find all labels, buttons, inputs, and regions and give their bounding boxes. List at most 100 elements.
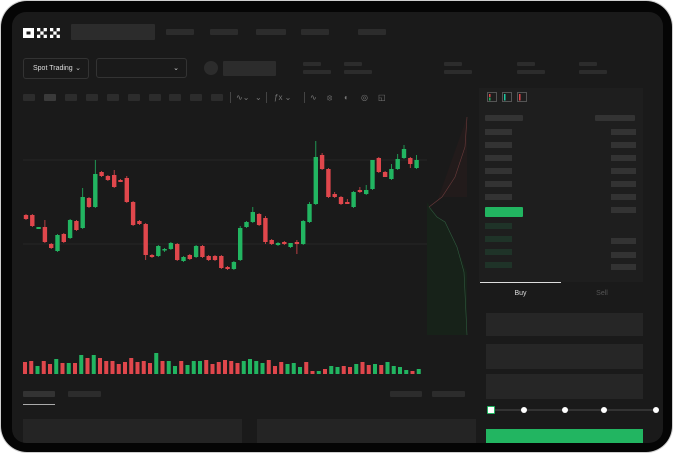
stat-value [517, 70, 545, 74]
volume-bar [85, 358, 90, 374]
volume-bar [35, 366, 40, 374]
volume-bar [391, 366, 396, 374]
volume-bar [110, 361, 115, 374]
buy-button[interactable] [486, 429, 643, 443]
timeframe-button[interactable] [128, 94, 140, 101]
volume-bar [341, 366, 346, 374]
orderbook-header-amount [595, 115, 635, 121]
line-indicator-icon[interactable]: ⌄ [255, 93, 262, 102]
slider-step-100[interactable] [653, 407, 659, 413]
fx-icon[interactable]: ƒx ⌄ [274, 93, 292, 102]
timeframe-button[interactable] [149, 94, 161, 101]
volume-bar [79, 355, 84, 374]
settings-icon[interactable]: ◎ [361, 93, 368, 102]
bottom-action[interactable] [432, 391, 465, 397]
ask-amount [611, 168, 636, 174]
tab-buy[interactable]: Buy [514, 290, 527, 297]
stat-label [579, 62, 597, 66]
volume-bar [129, 358, 134, 374]
volume-bar [73, 363, 77, 374]
candle-indicator-icon[interactable]: ∿⌄ [236, 93, 250, 102]
candle-down [269, 240, 274, 244]
price-input[interactable] [486, 313, 643, 336]
depth-ask-line [428, 116, 468, 208]
slider-step-75[interactable] [601, 407, 607, 413]
candle-down [219, 256, 224, 268]
volume-bar [273, 366, 277, 374]
candle-down [408, 158, 413, 164]
stat-label [303, 62, 321, 66]
orderbook-bids-icon[interactable] [502, 92, 512, 102]
candle-down [23, 215, 29, 219]
candlestick-chart[interactable] [12, 107, 482, 377]
candle-down [282, 242, 287, 244]
fullscreen-icon[interactable]: ◱ [378, 93, 386, 102]
slider-step-25[interactable] [521, 407, 527, 413]
okx-logo-icon [23, 28, 60, 38]
stat-label [517, 62, 535, 66]
okx-logo[interactable] [23, 26, 63, 38]
timeframe-button[interactable] [44, 94, 56, 101]
bottom-tab-active[interactable] [23, 391, 55, 397]
candle-up [238, 228, 243, 260]
bid-amount [611, 264, 636, 270]
ask-amount [611, 155, 636, 161]
ask-amount [611, 142, 636, 148]
timeframe-button[interactable] [65, 94, 77, 101]
volume-bar [398, 367, 402, 374]
timeframe-button[interactable] [23, 94, 35, 101]
nav-item[interactable] [301, 29, 329, 35]
volume-bar [416, 369, 421, 374]
orderbook-asks-icon[interactable] [517, 92, 527, 102]
volume-bar [373, 364, 377, 374]
slider-handle[interactable] [487, 406, 495, 414]
coin-avatar [204, 61, 218, 75]
tab-sell[interactable]: Sell [596, 290, 608, 297]
timeframe-button[interactable] [190, 94, 202, 101]
timeframe-button[interactable] [169, 94, 181, 101]
volume-bar [98, 358, 102, 374]
bottom-tab[interactable] [68, 391, 101, 397]
volume-bar [198, 361, 202, 374]
ruler-icon[interactable]: ⦻ [327, 93, 333, 102]
candle-down [376, 158, 381, 172]
amount-input[interactable] [486, 344, 643, 369]
trend-line-icon[interactable]: ∿ [310, 93, 317, 102]
bid-price [485, 262, 512, 268]
bottom-action[interactable] [390, 391, 422, 397]
nav-item[interactable] [358, 29, 386, 35]
ask-price [485, 168, 512, 174]
volume-bar [123, 362, 127, 374]
volume-bar [248, 359, 252, 374]
nav-item[interactable] [256, 29, 286, 35]
candle-down [206, 256, 211, 260]
ask-price [485, 129, 512, 135]
candle-up [301, 221, 306, 244]
bid-amount [611, 238, 636, 244]
volume-bar [285, 364, 290, 374]
candle-down [74, 221, 79, 230]
search-bar[interactable] [71, 24, 155, 40]
market-type-label: Spot Trading [33, 65, 73, 72]
buy-tab-underline [480, 282, 561, 283]
timeframe-button[interactable] [211, 94, 223, 101]
total-input[interactable] [486, 374, 643, 399]
volume-bar [148, 363, 152, 374]
gauge-icon[interactable]: ◐ [344, 93, 349, 102]
volume-bar [29, 361, 34, 374]
candle-down [130, 202, 136, 225]
candle-down [105, 176, 111, 180]
orderbook-header-price [485, 115, 523, 121]
orderbook-view-toggle [487, 92, 527, 102]
nav-item[interactable] [166, 29, 194, 35]
pair-dropdown[interactable]: ⌄ [96, 58, 187, 78]
market-type-dropdown[interactable]: Spot Trading ⌄ [23, 58, 89, 79]
slider-step-50[interactable] [562, 407, 568, 413]
amount-slider[interactable] [491, 409, 657, 411]
stat-value [344, 70, 372, 74]
timeframe-button[interactable] [107, 94, 119, 101]
last-price-badge[interactable] [485, 207, 523, 217]
nav-item[interactable] [210, 29, 238, 35]
timeframe-button[interactable] [86, 94, 98, 101]
orderbook-both-icon[interactable] [487, 92, 497, 102]
